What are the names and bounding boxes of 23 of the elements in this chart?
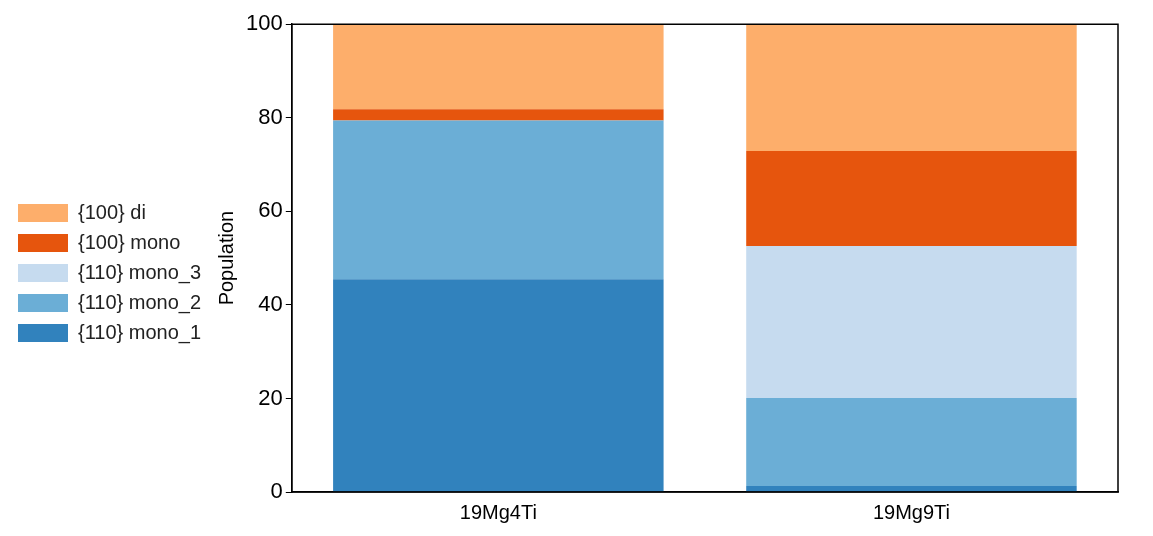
bar [333, 24, 664, 110]
y-axis-title: Population [214, 210, 237, 306]
legend-label: {110} mono_1 [78, 320, 202, 344]
bar [746, 24, 1077, 151]
legend-label: {110} mono_2 [78, 290, 202, 314]
y-tick-label: 80 [258, 103, 283, 129]
bar [746, 150, 1077, 246]
bar [333, 109, 664, 121]
x-tick-label: 19Mg4Ti [459, 500, 537, 523]
legend-label: {100} di [78, 200, 146, 223]
bar [333, 279, 664, 492]
bar [746, 485, 1077, 492]
legend-label: {100} mono [78, 230, 181, 253]
legend-label: {110} mono_3 [78, 260, 202, 284]
bar [746, 245, 1077, 398]
y-tick-label: 60 [258, 197, 283, 223]
bar [333, 120, 664, 280]
y-tick-label: 100 [246, 10, 283, 36]
y-tick-label: 0 [270, 478, 283, 504]
y-tick-label: 20 [258, 384, 283, 410]
x-tick-label: 19Mg9Ti [872, 500, 950, 523]
bar [746, 397, 1077, 486]
y-tick-label: 40 [258, 290, 283, 316]
